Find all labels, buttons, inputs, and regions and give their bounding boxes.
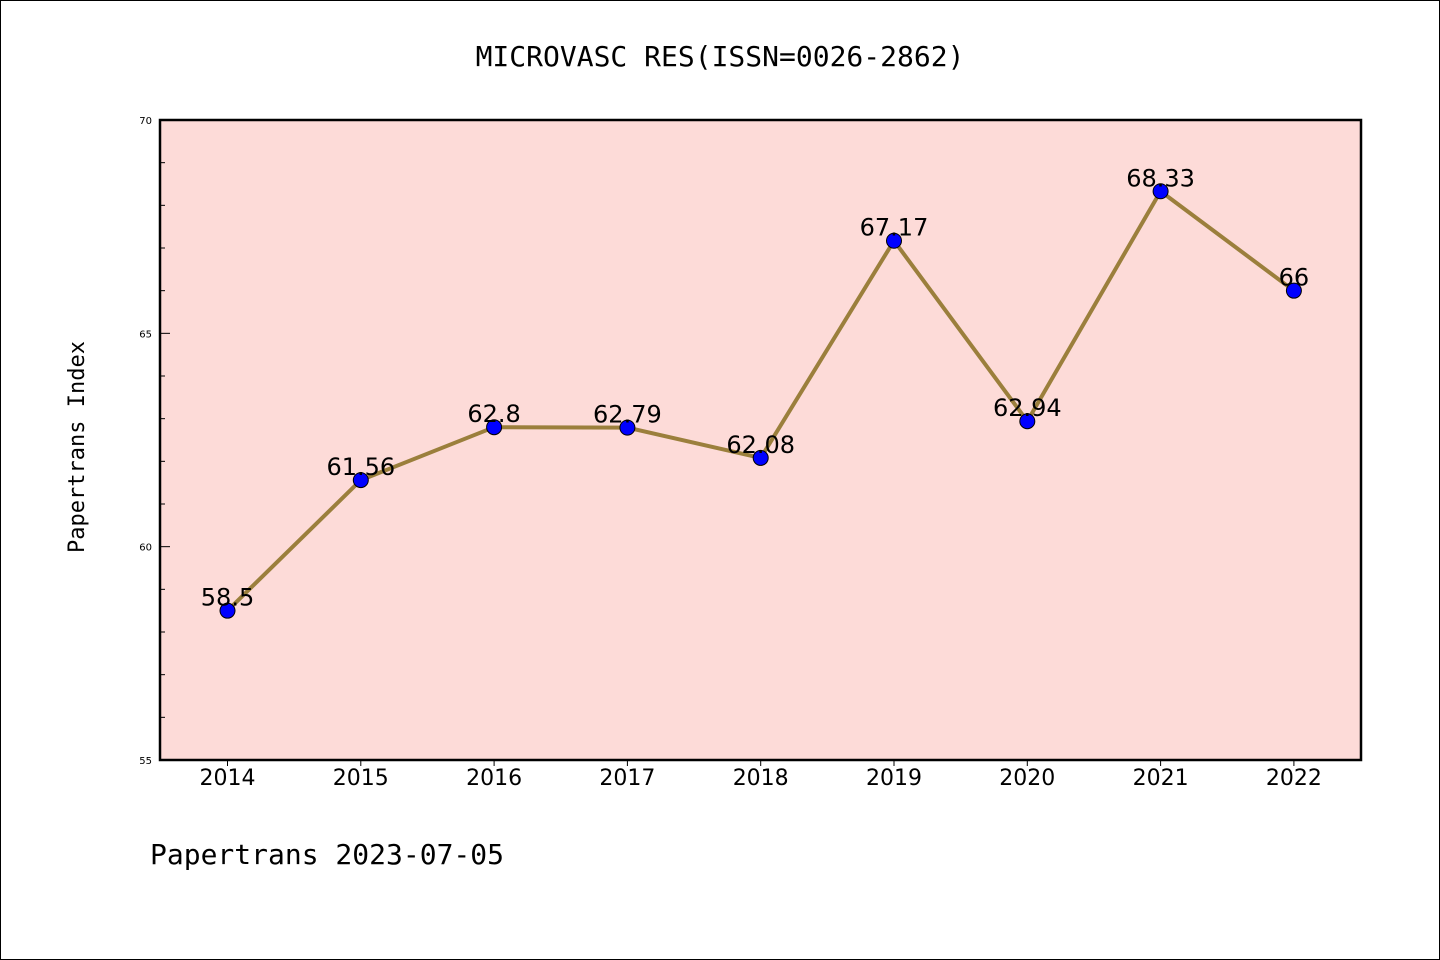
data-point — [752, 449, 769, 466]
x-axis: 2014 2015 2016 2017 2018 2019 2020 2021 2022 — [200, 760, 1322, 791]
x-tick-label: 2017 — [599, 766, 655, 791]
x-tick-label: 2022 — [1266, 766, 1322, 791]
y-tick-label: 70 — [139, 116, 152, 127]
chart-title: MICROVASC RES(ISSN=0026-2862) — [476, 40, 965, 73]
footer-date-label: Papertrans 2023-07-05 — [150, 838, 504, 871]
data-points — [219, 183, 1302, 619]
data-point — [219, 602, 236, 619]
data-label: 62.94 — [993, 394, 1062, 422]
data-point — [886, 232, 902, 249]
data-labels: 58.5 61.56 62.8 62.79 62.08 67.17 62.94 68.33 66 — [201, 164, 1309, 611]
data-point — [1152, 183, 1169, 200]
data-point — [352, 472, 369, 489]
data-label: 62.8 — [467, 400, 520, 428]
data-point — [1285, 282, 1302, 299]
x-tick-label: 2016 — [466, 766, 522, 791]
data-label: 61.56 — [326, 453, 395, 481]
data-label: 62.08 — [726, 431, 795, 459]
x-tick-label: 2019 — [866, 766, 922, 791]
data-label: 67.17 — [860, 214, 929, 242]
y-tick-label: 55 — [139, 756, 152, 767]
x-tick-label: 2021 — [1133, 766, 1189, 791]
y-tick-label: 60 — [139, 543, 152, 554]
data-label: 66 — [1279, 264, 1310, 292]
y-axis-label: Papertrans Index — [65, 341, 90, 553]
y-axis: 55 60 65 70 — [139, 116, 170, 767]
data-point — [1019, 413, 1036, 430]
data-label: 68.33 — [1126, 164, 1195, 192]
plot-area — [158, 118, 1363, 762]
data-point — [619, 419, 636, 436]
x-tick-label: 2014 — [200, 766, 256, 791]
x-tick-label: 2018 — [733, 766, 789, 791]
y-tick-label: 65 — [139, 329, 152, 340]
data-label: 58.5 — [201, 584, 254, 612]
x-tick-label: 2015 — [333, 766, 389, 791]
x-tick-label: 2020 — [999, 766, 1055, 791]
data-label: 62.79 — [593, 401, 662, 429]
data-point — [486, 419, 503, 436]
